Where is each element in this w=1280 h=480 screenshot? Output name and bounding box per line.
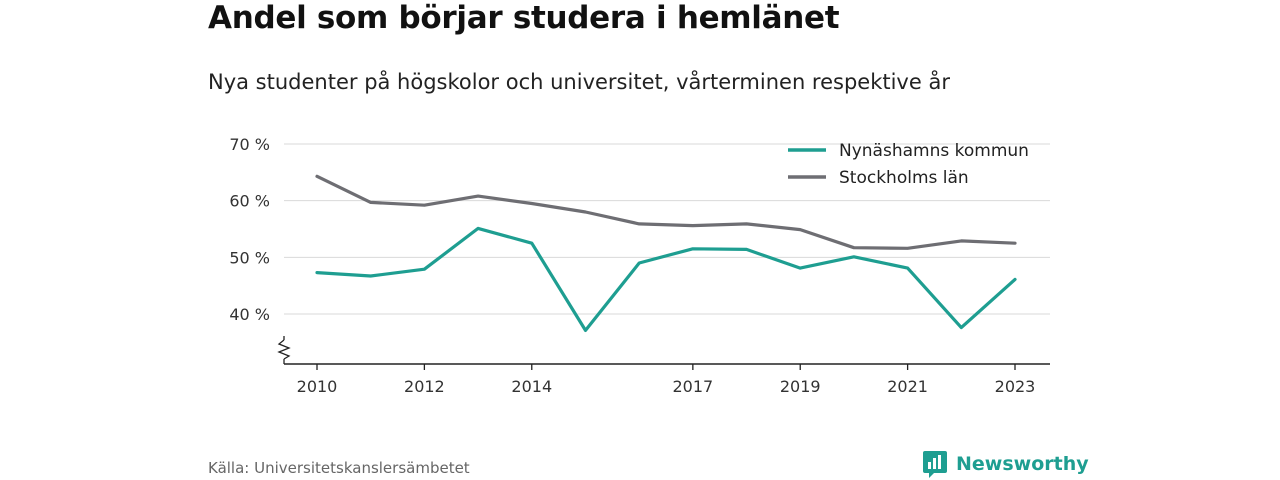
x-axis: 2010 2012 2014 2017 2019 2021 2023 (277, 336, 1050, 396)
line-chart: 40 % 50 % 60 % 70 % 2010 2012 2014 2017 2019 202… (229, 135, 1050, 396)
y-tick-label: 50 % (229, 248, 270, 267)
x-tick-label: 2014 (511, 377, 552, 396)
newsworthy-logo-icon (923, 451, 947, 478)
x-tick-label: 2023 (995, 377, 1036, 396)
y-axis-ticks: 40 % 50 % 60 % 70 % (229, 135, 270, 324)
brand-logo: Newsworthy (922, 448, 1089, 480)
series-lines (315, 174, 1017, 332)
axis-break-icon (277, 339, 291, 360)
chart-subtitle: Nya studenter på högskolor och universit… (208, 70, 950, 94)
legend-label: Nynäshamns kommun (839, 141, 1029, 161)
x-tick-label: 2019 (780, 377, 821, 396)
series-line-nynäshamns-kommun (315, 226, 1017, 332)
x-tick-label: 2010 (297, 377, 338, 396)
x-tick-label: 2017 (672, 377, 713, 396)
x-tick-label: 2021 (887, 377, 928, 396)
y-tick-label: 60 % (229, 192, 270, 211)
series-line-stockholms-län (315, 174, 1017, 250)
grid-lines (284, 143, 1050, 315)
legend: Nynäshamns kommun Stockholms län (788, 141, 1029, 188)
y-tick-label: 40 % (229, 305, 270, 324)
legend-label: Stockholms län (839, 168, 969, 188)
y-tick-label: 70 % (229, 135, 270, 154)
chart-title: Andel som börjar studera i hemlänet (208, 0, 840, 36)
brand-name: Newsworthy (956, 453, 1089, 475)
source-note: Källa: Universitetskanslersämbetet (208, 459, 470, 477)
x-tick-label: 2012 (404, 377, 445, 396)
